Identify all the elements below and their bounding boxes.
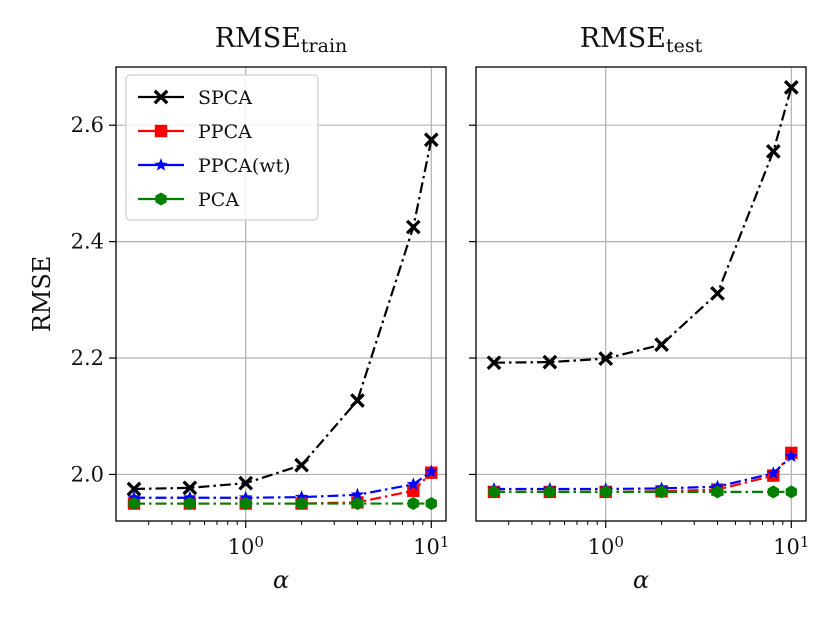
point-test-pca-1 bbox=[544, 485, 556, 499]
line-test-ppca bbox=[493, 452, 793, 493]
line-test-ppca-wt bbox=[493, 455, 793, 491]
y-tick-label-train-0: 2.0 bbox=[71, 462, 104, 486]
point-train-pca-4 bbox=[351, 497, 364, 511]
panel-train: 100 1012.02.22.42.6RMSEtrainαRMSESPCAPPCA… bbox=[28, 23, 449, 594]
point-train-pca-3 bbox=[295, 497, 308, 511]
point-train-spca-6-b bbox=[423, 132, 439, 148]
title-sub-test: test bbox=[666, 35, 703, 57]
x-tick-label-train-1: 101 bbox=[413, 533, 449, 559]
x-tick-base-train-0: 10 bbox=[228, 535, 255, 559]
legend-box bbox=[125, 74, 319, 221]
legend-label-spca: SPCA bbox=[198, 87, 252, 109]
axes-frame-train bbox=[115, 66, 447, 522]
x-tick-exp-train-0: 0 bbox=[254, 533, 264, 551]
x-axis-label-train: α bbox=[273, 566, 289, 594]
title-base-train: RMSE bbox=[215, 23, 301, 54]
point-train-ppca-wt-3 bbox=[294, 490, 309, 503]
legend-marker-spca-b bbox=[153, 89, 169, 105]
title-train: RMSEtrain bbox=[215, 23, 348, 57]
point-test-spca-3-b bbox=[654, 337, 669, 353]
legend-marker-ppca-wt bbox=[154, 158, 168, 171]
point-train-pca-2 bbox=[240, 497, 252, 511]
series-group-train bbox=[126, 132, 439, 511]
legend-label-pca: PCA bbox=[198, 189, 239, 211]
x-tick-base-test-1: 10 bbox=[773, 535, 800, 559]
point-train-pca-6 bbox=[425, 497, 437, 511]
point-train-spca-5-b bbox=[405, 219, 421, 235]
point-test-spca-0-b bbox=[486, 355, 502, 371]
point-test-pca-6 bbox=[785, 485, 797, 499]
legend-marker-ppca bbox=[154, 124, 168, 138]
point-train-pca-5 bbox=[407, 497, 419, 511]
x-tick-label-test-0: 100 bbox=[588, 533, 624, 559]
title-sub-train: train bbox=[301, 35, 347, 57]
y-axis-label: RMSE bbox=[28, 256, 56, 333]
point-test-spca-1-b bbox=[542, 354, 558, 370]
point-train-pca-1 bbox=[184, 497, 196, 511]
legend-label-ppca-wt: PPCA(wt) bbox=[198, 155, 291, 177]
point-test-ppca-wt-6 bbox=[784, 449, 798, 463]
y-tick-label-train-1: 2.2 bbox=[71, 346, 104, 370]
legend-marker-pca bbox=[155, 192, 167, 206]
point-train-spca-1-b bbox=[182, 480, 198, 496]
x-tick-exp-test-0: 0 bbox=[614, 533, 624, 551]
point-test-ppca-wt-5 bbox=[766, 466, 780, 479]
series-group-test bbox=[486, 80, 799, 499]
legend-label-ppca: PPCA bbox=[198, 121, 252, 143]
point-train-spca-2-b bbox=[238, 475, 254, 491]
title-test: RMSEtest bbox=[580, 23, 703, 57]
legend: SPCA PPCA PPCA(wt) PCA bbox=[125, 74, 319, 221]
x-tick-base-train-1: 10 bbox=[413, 535, 440, 559]
point-train-spca-3-b bbox=[294, 457, 309, 473]
x-tick-exp-test-1: 1 bbox=[800, 533, 810, 551]
title-base-test: RMSE bbox=[580, 23, 666, 54]
point-test-spca-2-b bbox=[598, 351, 614, 366]
y-tick-label-train-2: 2.4 bbox=[71, 230, 104, 254]
point-test-pca-3 bbox=[655, 485, 668, 499]
y-tick-label-train-3: 2.6 bbox=[71, 113, 104, 137]
grid-test bbox=[476, 67, 806, 521]
point-train-ppca-wt-6 bbox=[424, 464, 438, 478]
point-train-ppca-wt-4 bbox=[350, 487, 365, 501]
x-tick-base-test-0: 10 bbox=[588, 535, 615, 559]
point-test-pca-2 bbox=[600, 485, 612, 499]
point-train-spca-4-b bbox=[350, 393, 365, 408]
point-train-spca-0-b bbox=[126, 481, 142, 497]
point-train-pca-0 bbox=[128, 497, 140, 511]
point-test-pca-0 bbox=[488, 485, 500, 499]
line-test-spca bbox=[493, 87, 793, 364]
point-test-pca-4 bbox=[711, 485, 724, 499]
x-tick-label-train-0: 100 bbox=[228, 533, 264, 559]
x-tick-exp-train-1: 1 bbox=[440, 533, 450, 551]
line-train-ppca-wt bbox=[133, 470, 432, 499]
point-test-spca-4-b bbox=[710, 286, 725, 301]
x-axis-label-test: α bbox=[633, 566, 649, 594]
axes-frame-test bbox=[475, 66, 807, 522]
point-train-ppca-wt-5 bbox=[406, 477, 420, 490]
point-test-spca-5-b bbox=[765, 144, 781, 159]
x-tick-label-test-1: 101 bbox=[773, 533, 809, 559]
point-test-pca-5 bbox=[767, 485, 779, 499]
point-test-spca-6-b bbox=[783, 80, 799, 95]
